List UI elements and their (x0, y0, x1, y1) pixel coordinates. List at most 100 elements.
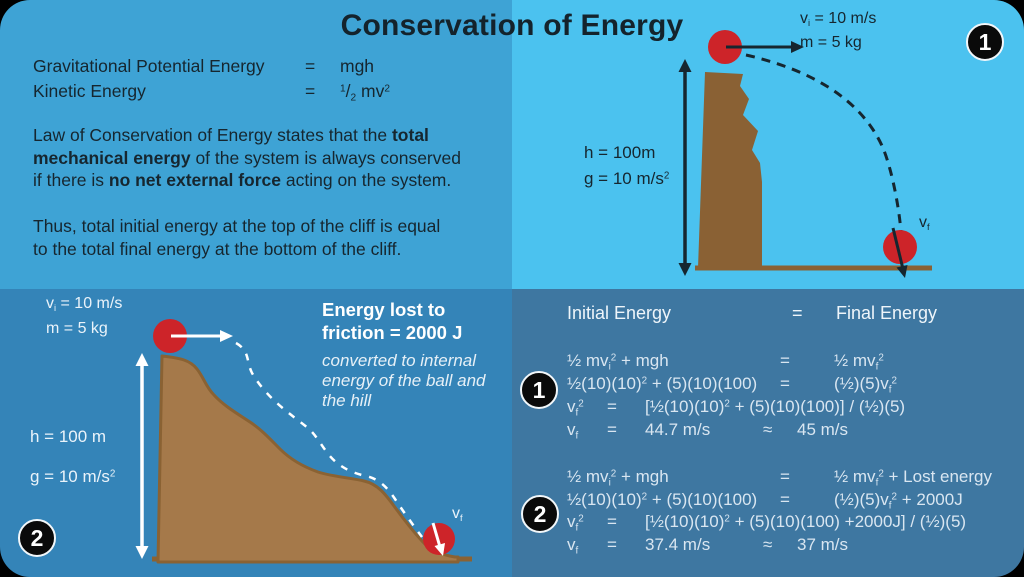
case2-expression: [½(10)(10)2 + (5)(10)(100) +2000J] / (½)… (645, 512, 967, 531)
trajectory-path (235, 341, 424, 538)
law-line-2: mechanical energy of the system is alway… (33, 147, 513, 170)
badge-case2-hill: 2 (18, 519, 56, 557)
formula-ke: Kinetic Energy = 1/2 mv2 (33, 81, 503, 106)
case1-equals: = (780, 351, 790, 370)
hill-vi-label: vi = 10 m/s (46, 295, 123, 314)
friction-heading-line-2: friction = 2000 J (322, 322, 463, 343)
case1-lhs: vf2 (567, 397, 584, 419)
law-line-3: if there is no net external force acting… (33, 169, 513, 192)
case1-lhs: ½(10)(10)2 + (5)(10)(100) (567, 374, 758, 393)
hill-diagram (135, 319, 472, 564)
case1-row-result: vf = 44.7 m/s ≈ 45 m/s (512, 420, 1024, 443)
case1-equals: = (607, 420, 617, 439)
height-arrow-up-head (135, 353, 149, 366)
ball-top (153, 319, 187, 353)
case2-lhs: vf (567, 535, 579, 557)
case2-lhs: ½(10)(10)2 + (5)(10)(100) (567, 490, 758, 509)
header-final-energy: Final Energy (836, 303, 938, 323)
case2-rhs: (½)(5)vf2 + 2000J (834, 490, 963, 512)
case2-equals: = (607, 512, 617, 531)
law-text: acting on the system. (281, 170, 452, 190)
law-text: of the system is always conserved (190, 147, 461, 168)
case1-row-substitution: ½(10)(10)2 + (5)(10)(100) = (½)(5)vf2 (512, 374, 1024, 397)
final-velocity-arrow-head (434, 543, 445, 556)
case2-rounded-value: 37 m/s (797, 535, 849, 554)
ke-value: 1/2 mv2 (340, 81, 390, 104)
conclusion-line-2: to the total final energy at the bottom … (33, 238, 402, 259)
final-velocity-arrow (431, 522, 442, 548)
height-arrow-down-head (678, 263, 692, 276)
case2-equals: = (780, 467, 790, 486)
hill-g-label: g = 10 m/s2 (30, 467, 116, 486)
case1-lhs: vf (567, 420, 579, 442)
case2-row-symbolic: ½ mvi2 + mgh = ½ mvf2 + Lost energy (512, 467, 1024, 490)
law-text: if there is (33, 170, 109, 190)
friction-heading-line-1: Energy lost to (322, 299, 446, 320)
badge-case1-solution: 1 (520, 371, 558, 409)
cliff-g-label: g = 10 m/s2 (584, 169, 670, 188)
final-velocity-arrow-head (896, 265, 908, 278)
friction-note-line-2: energy of the ball and (322, 371, 486, 390)
panel-solutions (512, 289, 1024, 577)
ke-equals: = (305, 81, 316, 101)
ball-top (708, 30, 742, 64)
panel-intro (0, 0, 512, 289)
cliff-m-label: m = 5 kg (800, 34, 862, 51)
cliff-vf-label: vf (919, 214, 930, 233)
gpe-value: mgh (340, 56, 375, 76)
case1-row-isolate: vf2 = [½(10)(10)2 + (5)(10)(100)] / (½)(… (512, 397, 1024, 420)
case2-equals: = (607, 535, 617, 554)
law-bold-mechanical-energy: mechanical energy (33, 147, 191, 168)
hill-h-label: h = 100 m (30, 427, 107, 446)
case2-lhs: ½ mvi2 + mgh (567, 467, 669, 489)
hill-m-label: m = 5 kg (46, 320, 108, 337)
case1-equals: = (780, 374, 790, 393)
case1-rhs: ½ mvf2 (834, 351, 884, 373)
height-arrow-up-head (678, 59, 692, 72)
badge-case2-solution: 2 (521, 495, 559, 533)
law-bold-no-net-force: no net external force (108, 170, 282, 190)
cliff-diagram (678, 30, 932, 278)
case1-rhs: (½)(5)vf2 (834, 374, 898, 396)
case2-rhs: ½ mvf2 + Lost energy (834, 467, 993, 489)
case1-expression: [½(10)(10)2 + (5)(10)(100)] / (½)(5) (645, 397, 906, 416)
ball-bottom (883, 230, 917, 264)
law-line-1: Law of Conservation of Energy states tha… (33, 124, 513, 147)
case1-row-symbolic: ½ mvi2 + mgh = ½ mvf2 (512, 351, 1024, 374)
law-paragraph: Law of Conservation of Energy states tha… (33, 124, 513, 192)
case2-lhs: vf2 (567, 512, 584, 534)
case2-result-value: 37.4 m/s (645, 535, 711, 554)
case2-row-result: vf = 37.4 m/s ≈ 37 m/s (512, 535, 1024, 558)
cliff-h-label: h = 100m (584, 143, 656, 162)
friction-note-line-3: the hill (322, 391, 372, 410)
gpe-label: Gravitational Potential Energy (33, 56, 265, 76)
page-title: Conservation of Energy (340, 9, 684, 42)
badge-case1-cliff: 1 (966, 23, 1004, 61)
energy-formulas: Gravitational Potential Energy = mgh Kin… (33, 56, 503, 106)
solutions-panel: Initial Energy = Final Energy 1 ½ mvi2 +… (512, 289, 1024, 577)
cliff-vi-label: vi = 10 m/s (800, 10, 877, 29)
height-arrow-down-head (135, 546, 149, 559)
initial-velocity-arrow-head (220, 330, 233, 342)
case1-rounded-value: 45 m/s (797, 420, 849, 439)
case1-approx-symbol: ≈ (763, 420, 773, 439)
hill-shape (156, 354, 460, 564)
case2-row-isolate: vf2 = [½(10)(10)2 + (5)(10)(100) +2000J]… (512, 512, 1024, 535)
case2-approx-symbol: ≈ (763, 535, 773, 554)
hill-vf-label: vf (452, 505, 463, 524)
friction-note-line-1: converted to internal (322, 351, 477, 370)
case2-equals: = (780, 490, 790, 509)
case1-equals: = (607, 397, 617, 416)
initial-velocity-arrow-head (791, 41, 804, 53)
law-bold-total: total (391, 125, 429, 145)
conclusion-paragraph: Thus, total initial energy at the top of… (33, 215, 513, 260)
conclusion-line-1: Thus, total initial energy at the top of… (33, 216, 441, 236)
solutions-header: Initial Energy = Final Energy (512, 303, 1024, 326)
ke-label: Kinetic Energy (33, 81, 146, 101)
case1-result-value: 44.7 m/s (645, 420, 711, 439)
gpe-equals: = (305, 56, 316, 76)
header-initial-energy: Initial Energy (567, 303, 672, 323)
formula-gpe: Gravitational Potential Energy = mgh (33, 56, 503, 81)
trajectory-path (745, 53, 903, 233)
